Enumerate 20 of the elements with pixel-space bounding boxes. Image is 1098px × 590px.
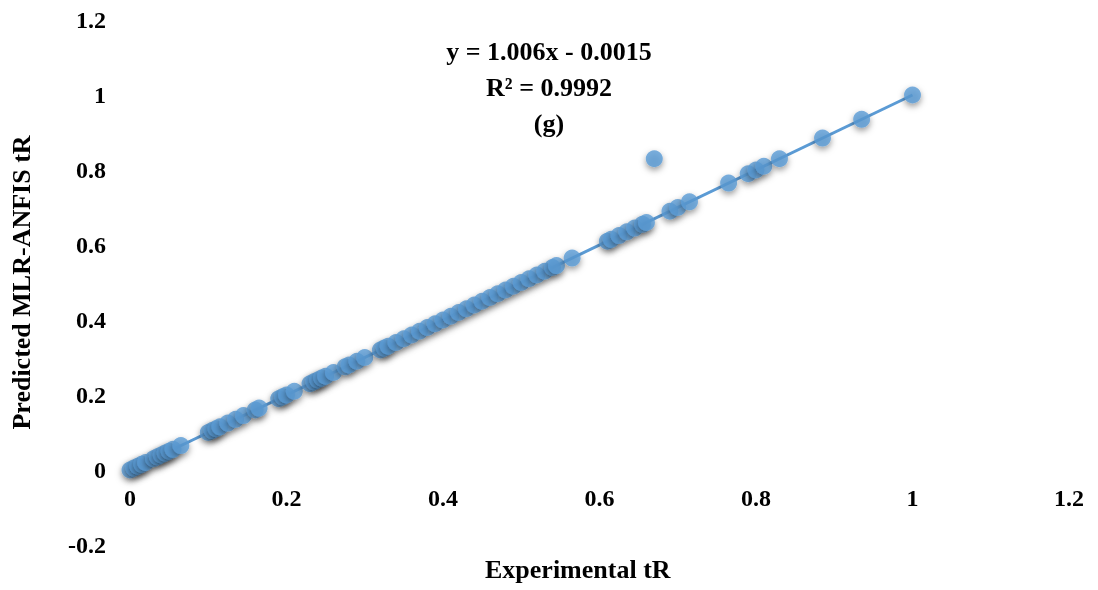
y-tick-label: 1 — [94, 82, 106, 108]
x-tick-label: 0.2 — [271, 485, 302, 511]
x-tick-label: 1.2 — [1054, 485, 1084, 511]
x-tick-label: 1 — [906, 485, 919, 511]
x-tick-label: 0 — [124, 485, 136, 511]
x-axis-title: Experimental tR — [485, 554, 671, 584]
y-tick-label: 0.4 — [76, 307, 106, 333]
x-tick-label: 0.6 — [584, 485, 615, 511]
x-tick-label: 0.4 — [428, 485, 458, 511]
annotation: (g) — [533, 108, 565, 138]
y-tick-label: 0.6 — [76, 232, 106, 258]
y-tick-label: -0.2 — [68, 532, 106, 558]
x-tick-label: 0.8 — [741, 485, 771, 511]
y-tick-label: 1.2 — [76, 7, 106, 33]
y-tick-label: 0.8 — [76, 157, 106, 183]
y-tick-label: 0.2 — [76, 382, 106, 408]
y-axis-title: Predicted MLR-ANFIS tR — [6, 135, 36, 430]
y-tick-label: 0 — [94, 457, 106, 483]
annotation: R² = 0.9992 — [486, 72, 612, 102]
annotation: y = 1.006x - 0.0015 — [446, 36, 652, 66]
